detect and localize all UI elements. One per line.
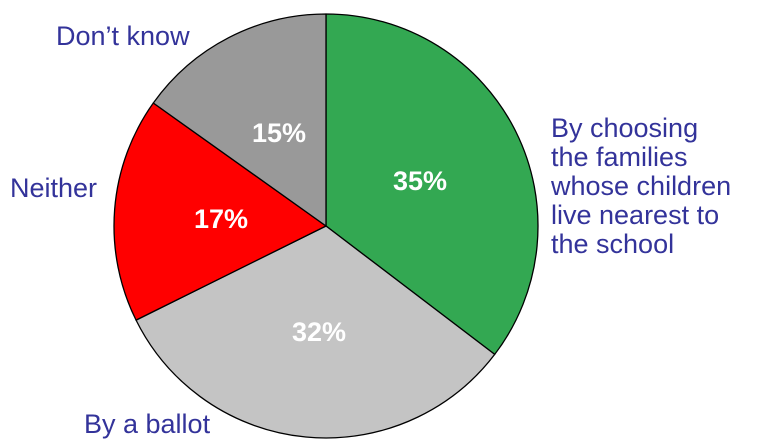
pie-slice-1 [325,13,539,356]
category-label-2: By a ballot [84,409,211,439]
category-label-line: the families [551,142,688,172]
value-label-3: 17% [194,204,248,234]
category-label-line: Don’t know [56,21,190,51]
value-label-4: 15% [252,118,306,148]
pie-slices [113,13,539,439]
category-label-1: By choosing the families whose children liv… [550,113,731,259]
pie-slice-2 [135,225,496,439]
category-label-3: Neither [10,173,97,203]
pie-slice-3 [113,102,327,321]
value-label-2: 32% [292,317,346,347]
pie-slice-4 [152,13,327,227]
value-labels: 35% 32% 17% 15% [194,118,447,347]
category-label-line: whose children [550,171,731,201]
category-label-4: Don’t know [56,21,190,51]
category-labels: By choosing the families whose children liv… [10,21,731,439]
category-label-line: By choosing [551,113,698,143]
category-label-line: Neither [10,173,97,203]
value-label-1: 35% [393,166,447,196]
category-label-line: the school [551,229,674,259]
category-label-line: live nearest to [551,200,719,230]
category-label-line: By a ballot [84,409,211,439]
